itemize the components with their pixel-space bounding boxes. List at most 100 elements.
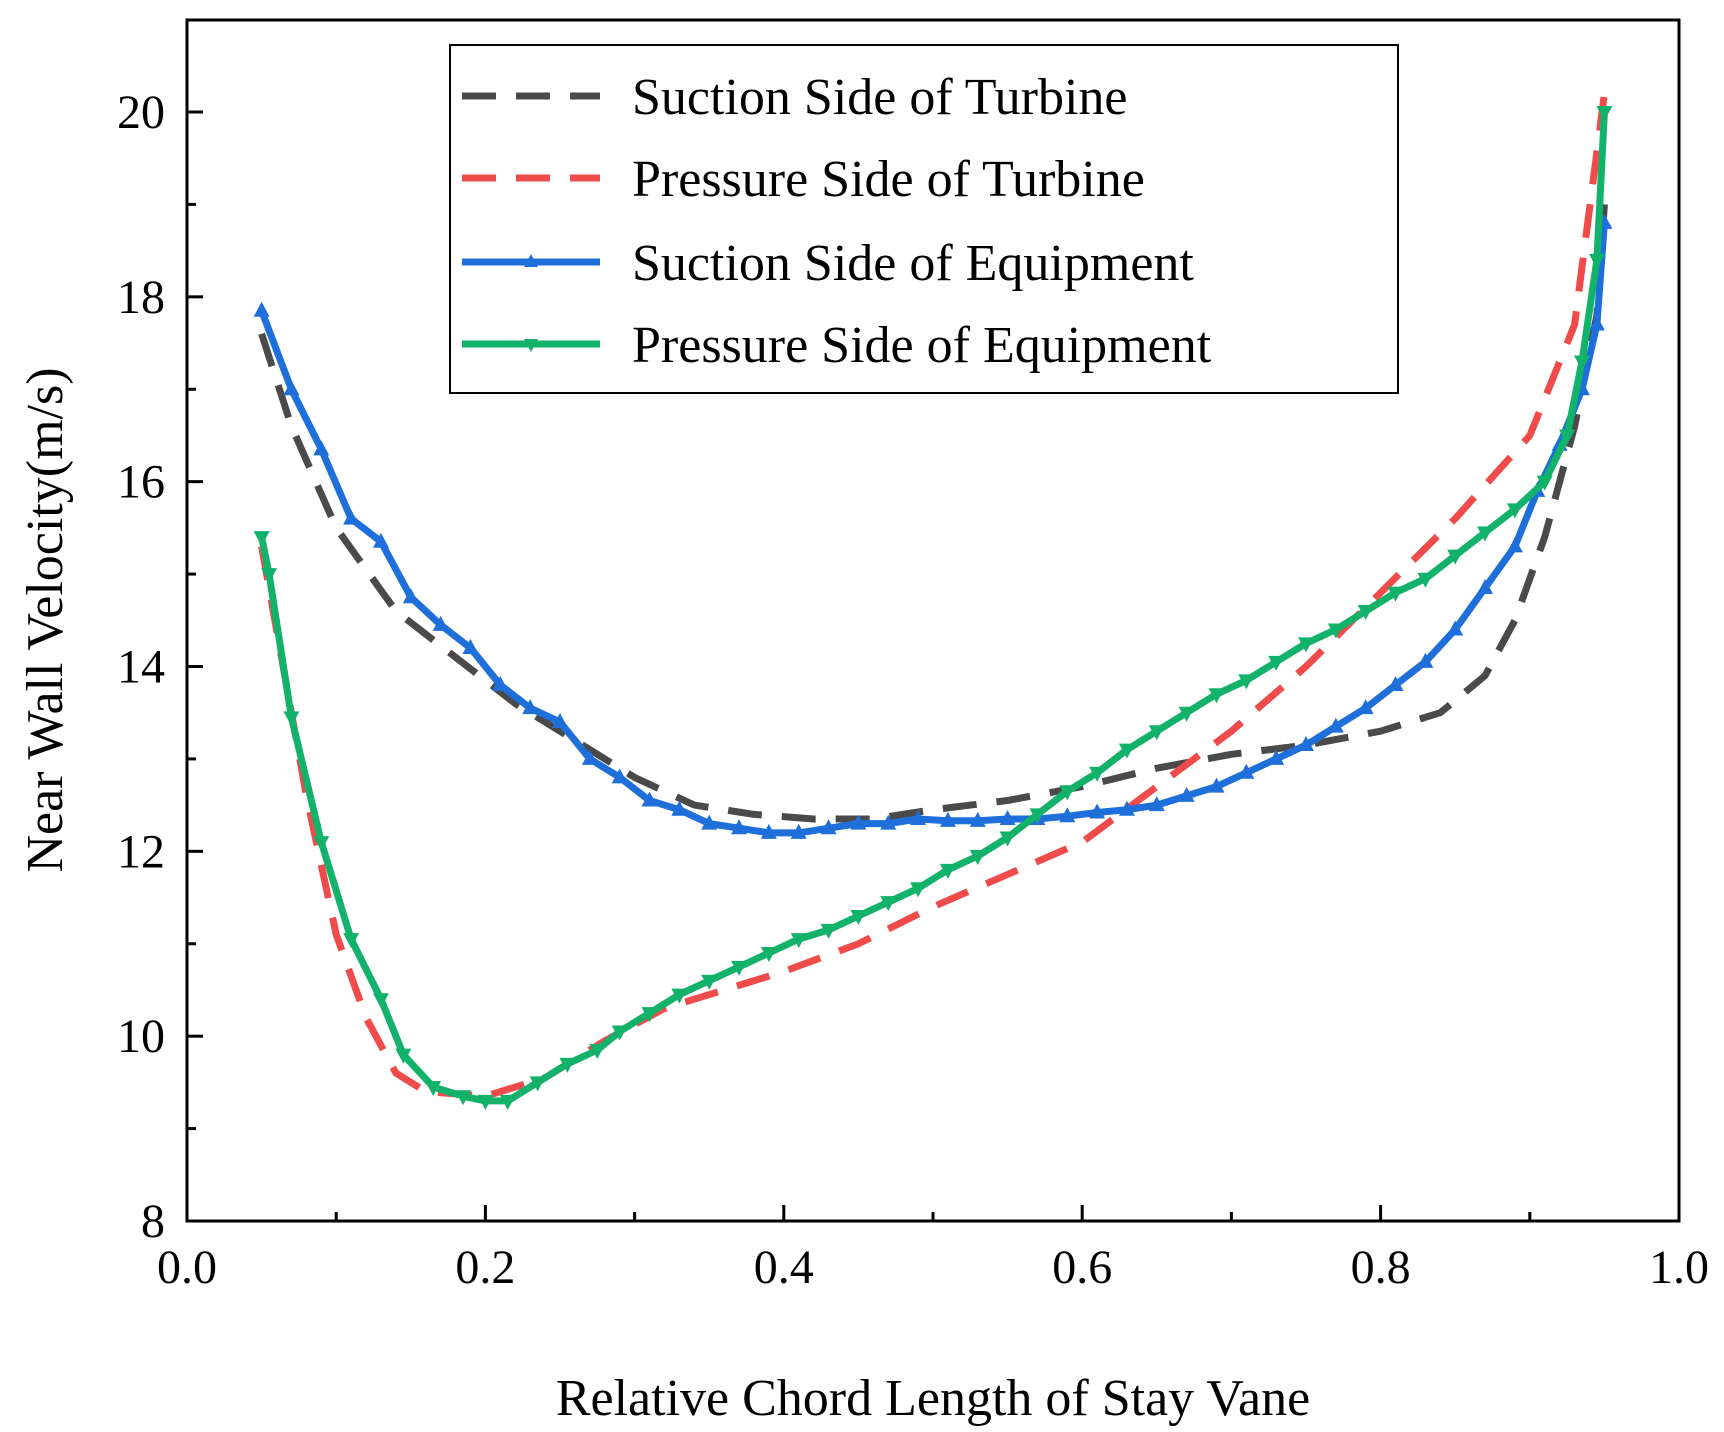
data-point <box>999 831 1016 847</box>
data-point <box>880 896 897 912</box>
data-point <box>395 1048 412 1064</box>
y-tick-label: 18 <box>117 271 165 324</box>
legend-entry-pressure-turbine: Pressure Side of Turbine <box>462 151 1145 208</box>
data-point <box>1506 503 1523 519</box>
data-point <box>999 809 1016 825</box>
legend-label-pressure-equipment: Pressure Side of Equipment <box>632 317 1212 374</box>
legend-marker-suction-equipment <box>524 254 538 267</box>
data-point <box>1477 578 1494 594</box>
data-point <box>731 960 748 976</box>
data-point <box>462 639 479 655</box>
data-point <box>820 923 837 939</box>
y-tick-label: 10 <box>117 1010 165 1063</box>
data-point <box>283 380 300 396</box>
data-point <box>372 532 389 548</box>
data-point <box>253 531 270 547</box>
data-point <box>1089 766 1106 782</box>
x-tick-label: 1.0 <box>1649 1241 1709 1294</box>
series-pressure-equipment <box>253 106 1613 1110</box>
data-point <box>760 946 777 962</box>
data-point <box>701 974 718 990</box>
legend-label-pressure-turbine: Pressure Side of Turbine <box>632 151 1145 208</box>
data-point <box>261 568 278 584</box>
data-point <box>1574 355 1591 371</box>
series-layer <box>253 93 1613 1110</box>
data-point <box>1387 675 1404 691</box>
data-point <box>313 440 330 456</box>
series-line-suction-equipment <box>258 222 1608 837</box>
data-point <box>1059 785 1076 801</box>
data-point <box>1029 808 1046 824</box>
data-point <box>701 814 718 830</box>
y-tick-label: 12 <box>117 825 165 878</box>
data-point <box>850 814 867 830</box>
data-point <box>372 993 389 1009</box>
data-point <box>910 809 927 825</box>
data-point <box>1387 586 1404 602</box>
data-point <box>1059 807 1076 823</box>
data-point <box>559 1057 576 1073</box>
data-point <box>1178 706 1195 722</box>
data-point <box>343 509 360 525</box>
data-point <box>1118 800 1135 816</box>
data-point <box>402 588 419 604</box>
data-point <box>1178 786 1195 802</box>
data-point <box>1506 537 1523 553</box>
data-point <box>671 988 688 1004</box>
y-tick-label: 8 <box>141 1195 165 1248</box>
data-point <box>1148 725 1165 741</box>
data-point <box>910 882 927 898</box>
data-point <box>283 711 300 727</box>
data-point <box>880 814 897 830</box>
data-point <box>641 1007 658 1023</box>
series-line-pressure-turbine <box>258 93 1608 1100</box>
tick-labels: 0.0 0.2 0.4 0.6 0.8 1.0 8 10 12 14 16 18 20 <box>117 86 1709 1294</box>
data-point <box>1327 623 1344 639</box>
data-point <box>1447 620 1464 636</box>
data-point <box>1596 106 1613 121</box>
x-tick-label: 0.0 <box>157 1241 217 1294</box>
data-point <box>589 1044 606 1060</box>
legend-entry-suction-turbine: Suction Side of Turbine <box>462 69 1128 126</box>
legend-marker-pressure-equipment <box>524 339 538 352</box>
data-point <box>313 836 330 852</box>
data-point <box>939 811 956 827</box>
x-axis-title: Relative Chord Length of Stay Vane <box>556 1370 1310 1427</box>
x-tick-label: 0.6 <box>1052 1241 1112 1294</box>
data-point <box>1447 549 1464 565</box>
series-suction-equipment <box>253 213 1613 839</box>
y-tick-label: 16 <box>117 456 165 509</box>
data-point <box>969 811 986 827</box>
data-point <box>499 1094 516 1110</box>
x-tick-label: 0.2 <box>455 1241 515 1294</box>
plot-frame <box>185 18 1681 1223</box>
data-point <box>492 675 509 691</box>
data-point <box>581 749 598 765</box>
legend-box <box>449 44 1399 394</box>
data-point <box>425 1080 442 1096</box>
data-point <box>850 910 867 926</box>
data-point <box>1477 526 1494 542</box>
data-point <box>1559 429 1576 445</box>
data-point <box>671 800 688 816</box>
data-point <box>1417 572 1434 588</box>
data-point <box>1118 743 1135 759</box>
data-point <box>969 849 986 865</box>
data-point <box>820 819 837 835</box>
data-point <box>522 699 539 715</box>
y-tick-label: 20 <box>117 86 165 139</box>
data-point <box>455 1090 472 1106</box>
data-point <box>1327 717 1344 733</box>
data-point <box>1268 655 1285 671</box>
data-point <box>432 615 449 631</box>
data-point <box>1208 777 1225 793</box>
data-point <box>1268 749 1285 765</box>
data-point <box>1357 699 1374 715</box>
data-point <box>253 301 270 317</box>
legend: Suction Side of Turbine Pressure Side of… <box>449 44 1399 394</box>
series-pressure-turbine <box>258 93 1608 1100</box>
x-tick-label: 0.8 <box>1351 1241 1411 1294</box>
data-point <box>641 791 658 807</box>
data-point <box>477 1094 494 1110</box>
